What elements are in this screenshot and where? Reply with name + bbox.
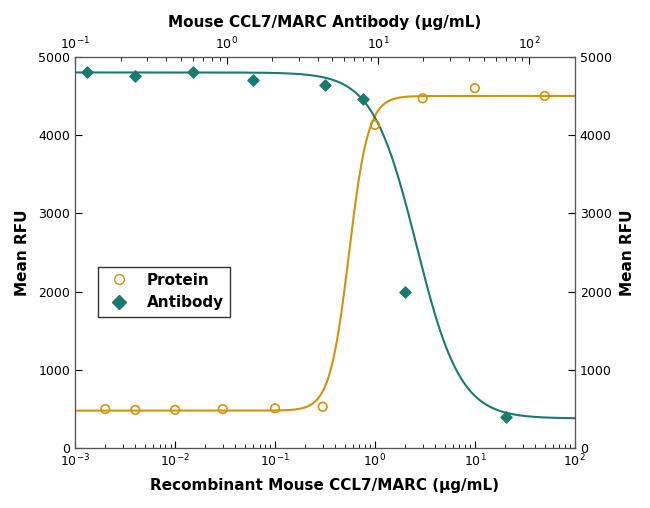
Point xyxy=(500,413,511,421)
Point xyxy=(218,405,228,413)
Point xyxy=(317,403,328,411)
Point xyxy=(470,84,480,92)
Point xyxy=(370,121,380,129)
Point xyxy=(188,69,198,77)
Point xyxy=(100,405,110,413)
Point xyxy=(417,94,428,102)
Point xyxy=(270,404,280,412)
Y-axis label: Mean RFU: Mean RFU xyxy=(620,209,635,296)
Y-axis label: Mean RFU: Mean RFU xyxy=(15,209,30,296)
Point xyxy=(170,406,180,414)
Point xyxy=(358,95,369,103)
Legend: Protein, Antibody: Protein, Antibody xyxy=(98,267,230,316)
Point xyxy=(320,81,331,89)
Point xyxy=(540,92,550,100)
Point xyxy=(399,288,410,296)
Point xyxy=(130,72,140,80)
Point xyxy=(248,76,259,84)
Point xyxy=(130,406,140,414)
Point xyxy=(82,69,92,77)
X-axis label: Mouse CCL7/MARC Antibody (μg/mL): Mouse CCL7/MARC Antibody (μg/mL) xyxy=(168,15,482,30)
X-axis label: Recombinant Mouse CCL7/MARC (μg/mL): Recombinant Mouse CCL7/MARC (μg/mL) xyxy=(151,478,499,493)
